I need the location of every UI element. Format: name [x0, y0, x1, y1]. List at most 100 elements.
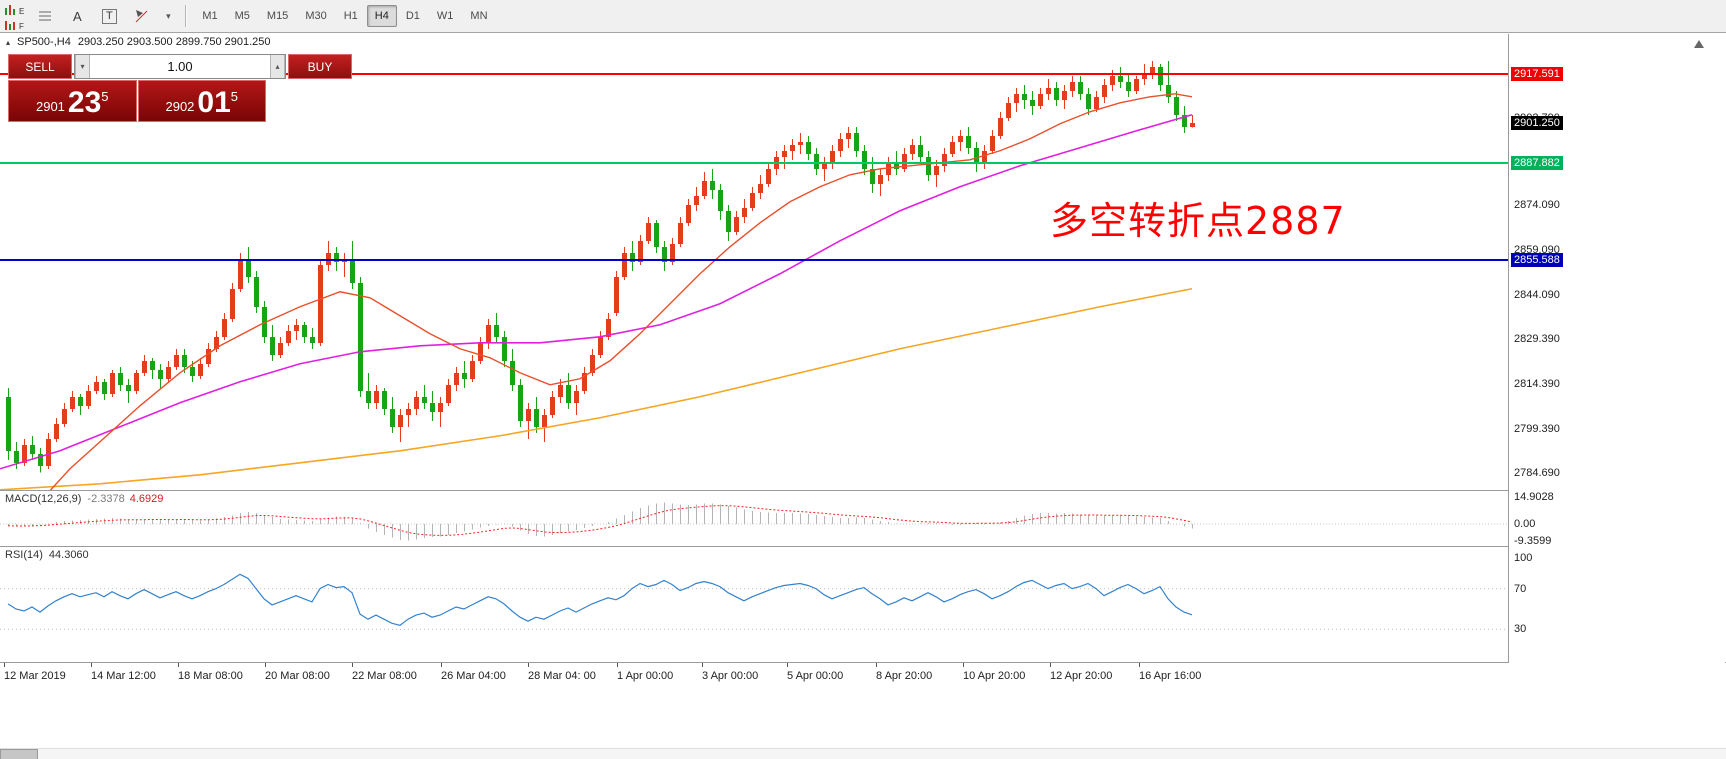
- candle-body: [270, 336, 275, 355]
- timeframe-button-h4[interactable]: H4: [366, 5, 397, 27]
- rsi-canvas[interactable]: [0, 547, 1508, 662]
- candle-body: [158, 369, 163, 379]
- candle-body: [422, 396, 427, 403]
- candle-body: [902, 153, 907, 169]
- candle-body: [166, 366, 171, 379]
- panel-separator[interactable]: [0, 490, 1508, 491]
- candle-body: [518, 384, 523, 421]
- candle-body: [542, 414, 547, 427]
- candle-body: [734, 216, 739, 232]
- candle-body: [254, 276, 259, 307]
- candle-body: [966, 135, 971, 148]
- mini-candles-icon: [5, 4, 15, 15]
- price-axis-label: 2784.690: [1514, 466, 1560, 479]
- candle-body: [430, 402, 435, 412]
- timeframe-button-d1[interactable]: D1: [405, 10, 420, 22]
- text-tool-button[interactable]: A: [73, 8, 82, 24]
- candle-body: [982, 150, 987, 163]
- timeframe-button-m15[interactable]: M15: [266, 10, 289, 22]
- price-tag-black: 2901.250: [1511, 116, 1563, 131]
- candle-body: [830, 150, 835, 163]
- timeframe-button-m1[interactable]: M1: [202, 10, 218, 22]
- mini-candles-icon: [5, 20, 15, 30]
- macd-main-value: -2.3378: [87, 493, 125, 505]
- indicator-list-button[interactable]: [30, 3, 60, 29]
- time-axis-tick: [441, 663, 442, 667]
- volume-input[interactable]: [90, 55, 270, 78]
- ma-mid-line: [0, 114, 1193, 470]
- candle-body: [1038, 93, 1043, 106]
- candle-body: [782, 150, 787, 157]
- candle-body: [94, 381, 99, 391]
- candle-body: [1022, 93, 1027, 100]
- sell-button[interactable]: SELL: [8, 54, 72, 79]
- ask-price-box[interactable]: 2902 01 5: [137, 80, 266, 122]
- time-axis-tick: [4, 663, 5, 667]
- time-axis-tick: [528, 663, 529, 667]
- template-tool-button[interactable]: T: [94, 3, 124, 29]
- time-axis-label: 3 Apr 00:00: [702, 670, 759, 682]
- candle-body: [62, 408, 67, 424]
- candle-body: [910, 144, 915, 154]
- chart-shift-marker-icon[interactable]: [1694, 40, 1704, 48]
- candle-body: [1014, 93, 1019, 103]
- timeframe-button-w1[interactable]: W1: [436, 10, 454, 22]
- time-axis-tick: [617, 663, 618, 667]
- candle-body: [222, 318, 227, 337]
- volume-spinner: ▾ ▴: [74, 54, 286, 79]
- candle-body: [494, 324, 499, 337]
- time-axis-label: 22 Mar 08:00: [352, 670, 417, 682]
- macd-name: MACD(12,26,9): [5, 493, 82, 505]
- crosshair-tool-button[interactable]: [126, 3, 156, 29]
- volume-decrease-button[interactable]: ▾: [75, 55, 90, 78]
- main-chart-canvas[interactable]: [0, 34, 1508, 490]
- buy-button[interactable]: BUY: [288, 54, 352, 79]
- timeframe-button-m5[interactable]: M5: [234, 10, 250, 22]
- candle-body: [102, 381, 107, 394]
- candle-body: [590, 354, 595, 373]
- candle-body: [134, 372, 139, 391]
- macd-canvas[interactable]: [0, 491, 1508, 546]
- candle-body: [950, 141, 955, 154]
- price-axis-label: 2829.390: [1514, 332, 1560, 345]
- candle-body: [358, 282, 363, 391]
- icon-f-label: F: [19, 21, 24, 31]
- price-axis[interactable]: 2917.5912902.7902901.2502887.8822874.090…: [1509, 34, 1725, 748]
- candle-body: [70, 396, 75, 409]
- candle-body: [302, 324, 307, 337]
- time-axis-tick: [178, 663, 179, 667]
- candle-body: [198, 363, 203, 376]
- chart-icon-f-button[interactable]: F: [4, 17, 24, 31]
- candle-body: [662, 246, 667, 262]
- candle-body: [230, 288, 235, 319]
- horizontal-scrollbar[interactable]: [0, 748, 1726, 759]
- candle-body: [38, 453, 43, 466]
- rsi-label: RSI(14) 44.3060: [5, 549, 89, 561]
- candle-body: [838, 138, 843, 151]
- bid-price-box[interactable]: 2901 23 5: [8, 80, 137, 122]
- candle-body: [318, 264, 323, 343]
- candle-body: [438, 402, 443, 412]
- timeframe-button-mn[interactable]: MN: [470, 10, 488, 22]
- candle-body: [486, 324, 491, 343]
- candle-body: [862, 150, 867, 169]
- chart-icon-e-button[interactable]: E: [4, 2, 24, 16]
- panel-separator[interactable]: [0, 546, 1508, 547]
- candle-body: [926, 156, 931, 175]
- candle-body: [374, 390, 379, 403]
- candle-body: [1054, 87, 1059, 100]
- time-axis[interactable]: 12 Mar 2019 14 Mar 12:00 18 Mar 08:00 20 Ma…: [0, 663, 1726, 685]
- volume-increase-button[interactable]: ▴: [270, 55, 285, 78]
- tool-dropdown-chevron[interactable]: ▾: [166, 10, 171, 21]
- candle-body: [686, 204, 691, 223]
- timeframe-button-h1[interactable]: H1: [343, 10, 358, 22]
- price-tag-green: 2887.882: [1511, 156, 1563, 171]
- timeframe-button-m30[interactable]: M30: [305, 10, 327, 22]
- candle-body: [478, 342, 483, 361]
- ma-fast-line: [49, 93, 1193, 490]
- candle-body: [278, 342, 283, 355]
- scrollbar-thumb[interactable]: [0, 749, 38, 759]
- candle-body: [870, 168, 875, 184]
- candle-body: [30, 444, 35, 454]
- ask-prefix: 2902: [165, 99, 195, 114]
